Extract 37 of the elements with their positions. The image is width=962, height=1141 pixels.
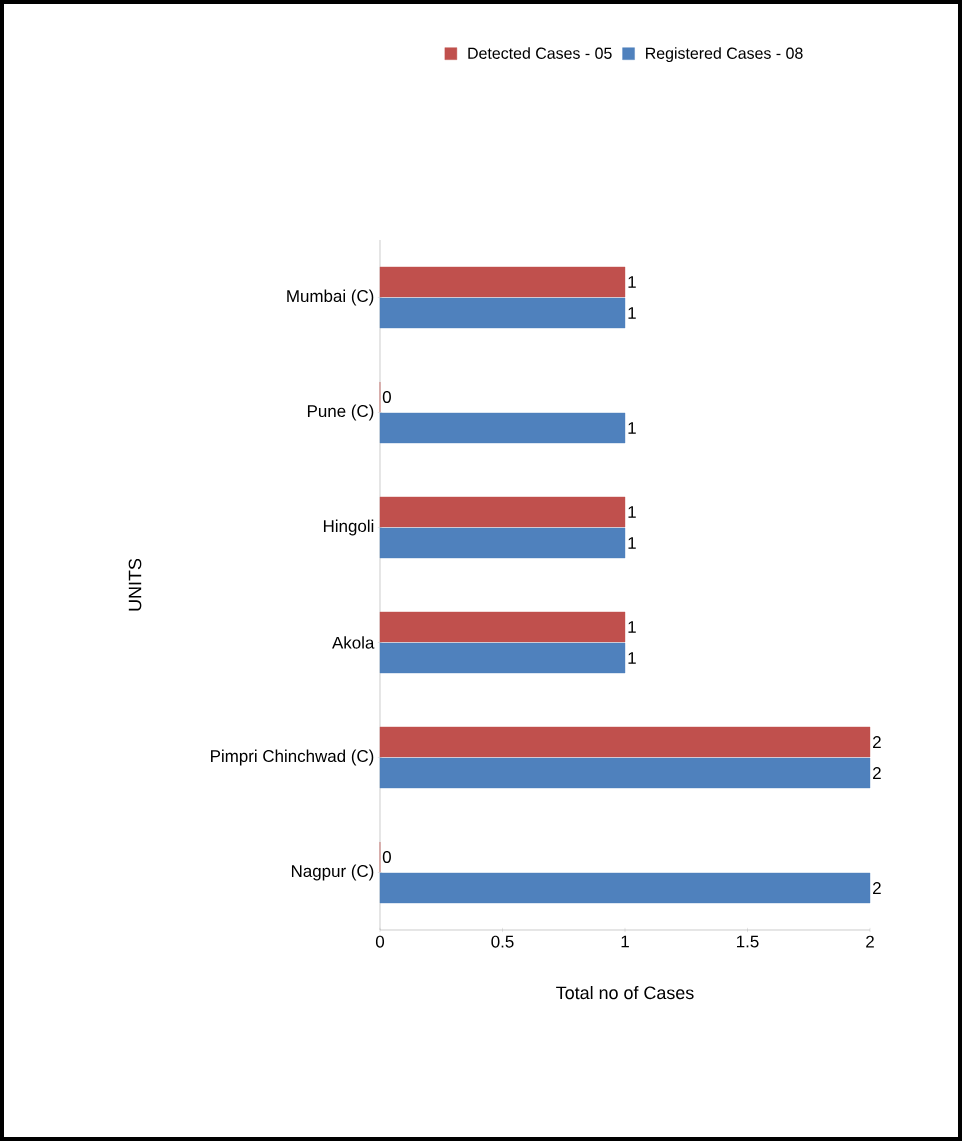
data-label: 1	[628, 276, 636, 288]
y-tick-label: Pimpri Chinchwad (C)	[211, 749, 374, 766]
bar	[379, 412, 626, 444]
data-label: 2	[873, 736, 881, 748]
data-label: 0	[382, 851, 391, 863]
data-label: 1	[628, 422, 636, 434]
x-axis-title: Total no of Cases	[556, 986, 694, 1000]
bar	[379, 611, 626, 643]
x-tick-label: 0	[375, 935, 385, 948]
data-label: 1	[628, 537, 636, 549]
y-tick-label: Hingoli	[323, 519, 374, 536]
bar	[379, 726, 871, 758]
bar	[379, 757, 871, 789]
bar	[379, 266, 626, 298]
legend-label: Detected Cases - 05	[468, 47, 612, 59]
bar	[379, 642, 626, 674]
x-tick-label: 1	[621, 935, 629, 948]
data-label: 1	[628, 621, 636, 633]
bar	[379, 872, 871, 904]
data-label: 0	[382, 391, 391, 403]
data-label: 1	[628, 652, 636, 664]
data-label: 2	[873, 882, 881, 894]
bar	[379, 496, 626, 528]
x-tick-label: 0.5	[491, 935, 514, 948]
x-tick-label: 2	[866, 935, 874, 948]
y-axis-title: UNITS	[128, 558, 142, 611]
bar	[379, 527, 626, 559]
bar	[379, 297, 626, 329]
y-tick-label: Nagpur (C)	[291, 864, 374, 881]
data-label: 2	[873, 767, 881, 779]
y-tick-label: Akola	[332, 636, 375, 649]
x-tick-label: 1.5	[737, 935, 759, 948]
data-label: 1	[628, 506, 636, 518]
legend-label: Registered Cases - 08	[646, 47, 803, 63]
y-tick-label: Pune (C)	[307, 404, 374, 421]
data-label: 1	[628, 307, 636, 319]
y-tick-label: Mumbai (C)	[287, 289, 374, 306]
